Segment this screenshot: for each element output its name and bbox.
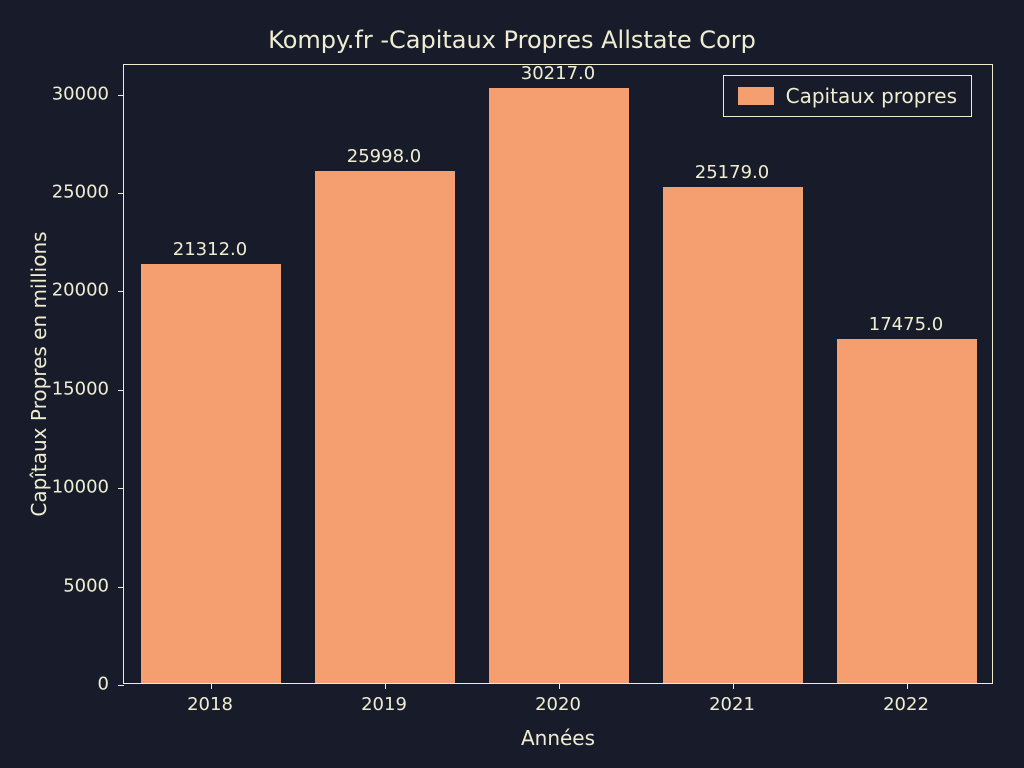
x-tick [211, 683, 212, 689]
y-tick-label: 10000 [29, 477, 109, 498]
y-tick-label: 15000 [29, 378, 109, 399]
x-tick [559, 683, 560, 689]
chart-page: Kompy.fr -Capitaux Propres Allstate Corp… [0, 0, 1024, 768]
y-tick [118, 390, 124, 391]
y-tick-label: 0 [29, 674, 109, 695]
y-tick-label: 25000 [29, 181, 109, 202]
y-tick-label: 30000 [29, 83, 109, 104]
legend-swatch [738, 87, 774, 105]
x-tick-label: 2019 [361, 694, 407, 715]
bar-value-label: 25998.0 [347, 146, 421, 167]
legend: Capitaux propres [723, 75, 972, 117]
y-tick [118, 193, 124, 194]
x-tick-label: 2018 [187, 694, 233, 715]
y-tick [118, 291, 124, 292]
x-axis-label: Années [123, 726, 993, 750]
y-tick [118, 685, 124, 686]
x-tick [385, 683, 386, 689]
plot-area: Capitaux propres [123, 64, 993, 684]
bar [315, 171, 454, 683]
y-tick [118, 95, 124, 96]
bar [663, 187, 802, 683]
bar-value-label: 25179.0 [695, 162, 769, 183]
bar [837, 339, 976, 683]
x-tick-label: 2022 [883, 694, 929, 715]
y-tick [118, 488, 124, 489]
x-tick-label: 2020 [535, 694, 581, 715]
x-tick [733, 683, 734, 689]
y-tick-label: 20000 [29, 280, 109, 301]
bar-value-label: 30217.0 [521, 63, 595, 84]
chart-title: Kompy.fr -Capitaux Propres Allstate Corp [0, 26, 1024, 54]
bar-value-label: 21312.0 [173, 239, 247, 260]
bar-value-label: 17475.0 [869, 314, 943, 335]
y-tick-label: 5000 [29, 575, 109, 596]
bar [489, 88, 628, 683]
legend-label: Capitaux propres [786, 84, 957, 108]
bar [141, 264, 280, 683]
y-tick [118, 587, 124, 588]
x-tick-label: 2021 [709, 694, 755, 715]
x-tick [907, 683, 908, 689]
